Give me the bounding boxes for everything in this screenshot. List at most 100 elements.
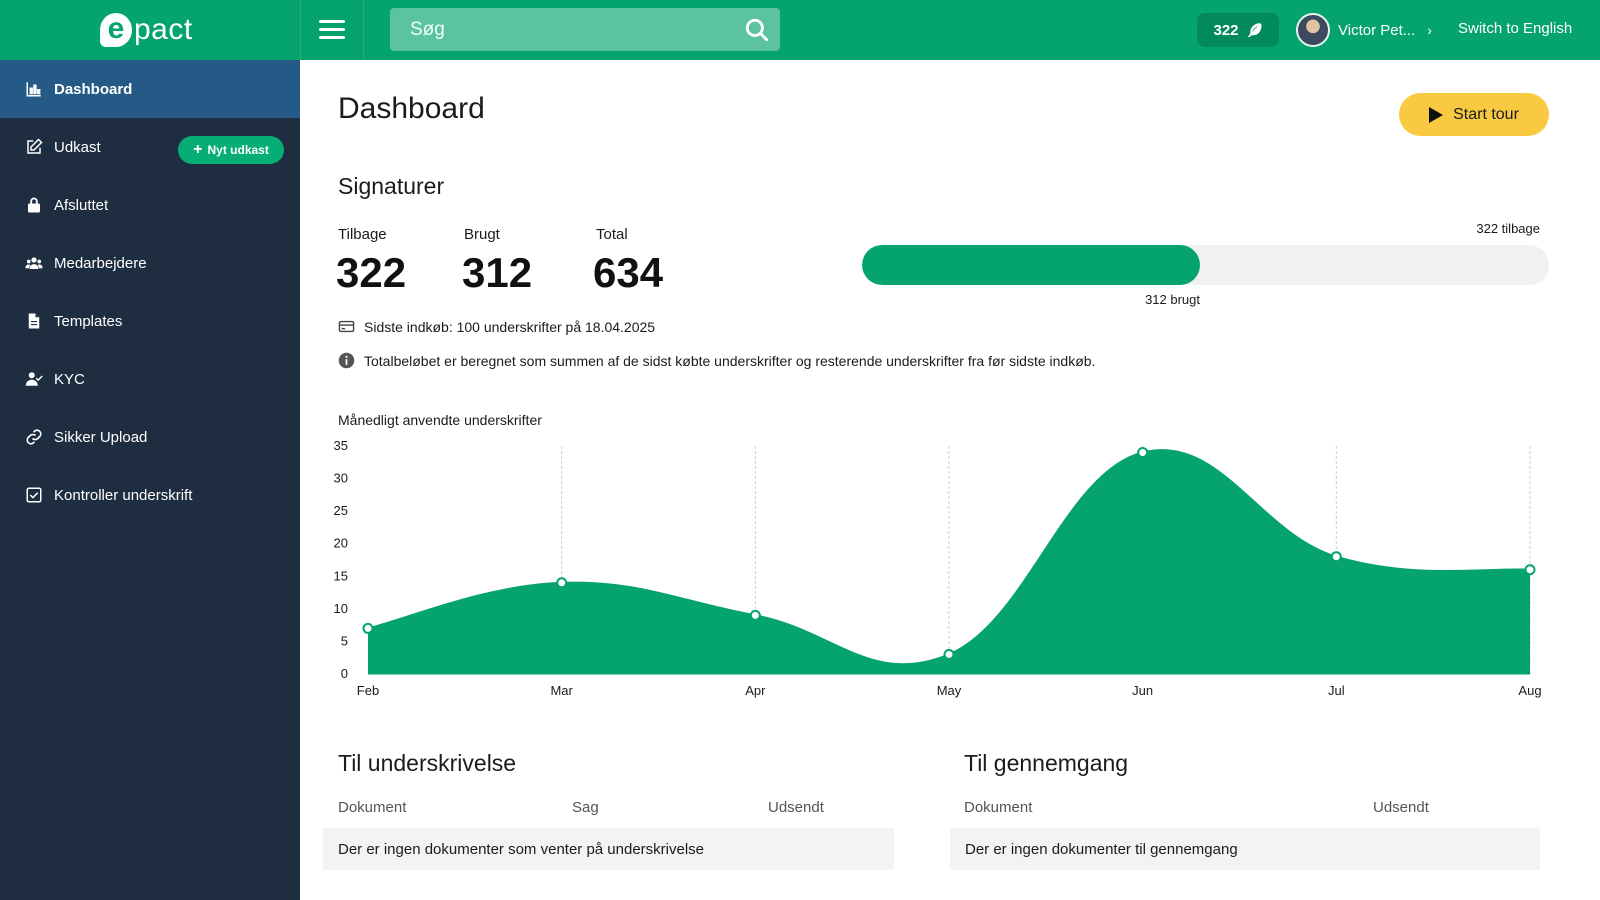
play-icon bbox=[1429, 106, 1444, 123]
y-tick-label: 25 bbox=[334, 503, 348, 518]
used-value: 312 bbox=[462, 249, 533, 296]
logo-text: pact bbox=[134, 13, 193, 46]
data-point bbox=[1524, 564, 1536, 576]
data-point bbox=[1137, 447, 1149, 459]
sidebar-item-label: Afsluttet bbox=[54, 196, 109, 214]
sidebar-item-dashboard[interactable]: Dashboard bbox=[0, 60, 300, 118]
logo-mark: e bbox=[100, 13, 132, 47]
link-icon bbox=[25, 428, 43, 446]
sidebar-item-label: Sikker Upload bbox=[54, 428, 148, 446]
data-point bbox=[556, 577, 568, 589]
epact-logo[interactable]: e pact bbox=[100, 6, 210, 54]
info-row: Totalbeløbet er beregnet som summen af d… bbox=[338, 352, 1095, 369]
sidebar-item-medarbejdere[interactable]: Medarbejdere bbox=[0, 234, 300, 292]
top-bar: e pact 322 Victor Pet... › Switch to Eng… bbox=[0, 0, 1600, 60]
x-tick-label: Apr bbox=[745, 683, 766, 698]
user-menu[interactable]: Victor Pet... › bbox=[1296, 12, 1432, 48]
sidebar-item-kyc[interactable]: KYC bbox=[0, 350, 300, 408]
sidebar-item-udkast[interactable]: Udkast bbox=[0, 118, 300, 176]
to-review-empty-row: Der er ingen dokumenter til gennemgang bbox=[950, 828, 1540, 870]
x-tick-label: Feb bbox=[357, 683, 379, 698]
to-review-col-sent[interactable]: Udsendt bbox=[1373, 799, 1429, 816]
bar-chart-icon bbox=[25, 80, 43, 98]
file-icon bbox=[25, 312, 43, 330]
sidebar-item-templates[interactable]: Templates bbox=[0, 292, 300, 350]
monthly-signatures-chart: 0 5 10 15 20 25 30 35 Feb Mar Apr May Jun Jul Aug bbox=[334, 438, 1542, 698]
x-tick-label: Jun bbox=[1132, 683, 1153, 698]
edit-icon bbox=[25, 138, 43, 156]
switch-language-link[interactable]: Switch to English bbox=[1458, 20, 1573, 37]
sidebar-item-kontroller-underskrift[interactable]: Kontroller underskrift bbox=[0, 466, 300, 524]
info-text: Totalbeløbet er beregnet som summen af d… bbox=[364, 352, 1096, 369]
sidebar-item-label: Dashboard bbox=[54, 80, 133, 98]
x-tick-label: May bbox=[937, 683, 962, 698]
sidebar-item-afsluttet[interactable]: Afsluttet bbox=[0, 176, 300, 234]
series-area bbox=[368, 450, 1530, 674]
data-point bbox=[1330, 551, 1342, 563]
to-sign-empty-row: Der er ingen dokumenter som venter på un… bbox=[323, 828, 894, 870]
data-point bbox=[749, 609, 761, 621]
user-name: Victor Pet... bbox=[1338, 21, 1416, 39]
y-tick-label: 35 bbox=[334, 438, 348, 453]
sidebar-item-label: Medarbejdere bbox=[54, 254, 147, 272]
sidebar-item-label: Templates bbox=[54, 312, 123, 330]
to-sign-col-sent[interactable]: Udsendt bbox=[768, 799, 824, 816]
y-tick-label: 10 bbox=[334, 601, 348, 616]
last-purchase-text: Sidste indkøb: 100 underskrifter på 18.0… bbox=[364, 318, 656, 335]
used-label: Brugt bbox=[464, 226, 500, 243]
sidebar-item-label: Udkast bbox=[54, 138, 101, 156]
signatures-title: Signaturer bbox=[338, 173, 445, 199]
x-tick-label: Aug bbox=[1518, 683, 1541, 698]
credit-card-icon bbox=[338, 320, 355, 333]
y-tick-label: 5 bbox=[341, 633, 348, 648]
chart-title: Månedligt anvendte underskrifter bbox=[338, 412, 542, 428]
search-icon[interactable] bbox=[744, 17, 770, 43]
new-draft-label: Nyt udkast bbox=[207, 143, 269, 157]
sidebar-item-sikker-upload[interactable]: Sikker Upload bbox=[0, 408, 300, 466]
signature-progress-fill bbox=[862, 245, 1200, 285]
signature-progress-bar bbox=[862, 245, 1549, 285]
info-icon bbox=[338, 352, 355, 369]
to-review-col-document[interactable]: Dokument bbox=[964, 799, 1033, 816]
to-sign-col-case[interactable]: Sag bbox=[572, 799, 599, 816]
search-input[interactable] bbox=[390, 8, 730, 51]
to-review-title: Til gennemgang bbox=[964, 750, 1129, 776]
y-tick-label: 0 bbox=[341, 666, 348, 681]
menu-toggle-button[interactable] bbox=[300, 0, 364, 60]
sidebar-item-label: KYC bbox=[54, 370, 85, 388]
to-sign-col-document[interactable]: Dokument bbox=[338, 799, 407, 816]
y-tick-label: 30 bbox=[334, 471, 348, 486]
check-square-icon bbox=[25, 486, 43, 504]
x-tick-label: Mar bbox=[550, 683, 573, 698]
feather-icon bbox=[1247, 23, 1262, 38]
x-tick-label: Jul bbox=[1328, 683, 1345, 698]
sidebar: Dashboard Udkast + Nyt udkast Afsluttet … bbox=[0, 60, 300, 900]
to-sign-title: Til underskrivelse bbox=[338, 750, 517, 776]
data-point bbox=[943, 648, 955, 660]
credits-count: 322 bbox=[1213, 21, 1239, 39]
user-check-icon bbox=[25, 370, 43, 388]
plus-icon: + bbox=[193, 141, 203, 158]
page-title: Dashboard bbox=[338, 92, 485, 125]
bar-remaining-label: 322 tilbage bbox=[1476, 221, 1540, 236]
avatar bbox=[1296, 13, 1330, 47]
users-icon bbox=[25, 254, 43, 272]
hamburger-icon bbox=[319, 20, 345, 40]
search-box bbox=[390, 8, 780, 51]
chevron-right-icon: › bbox=[1427, 22, 1432, 38]
start-tour-button[interactable]: Start tour bbox=[1399, 93, 1549, 136]
remaining-value: 322 bbox=[336, 249, 407, 296]
start-tour-label: Start tour bbox=[1453, 105, 1519, 123]
y-tick-label: 20 bbox=[334, 536, 348, 551]
sidebar-item-label: Kontroller underskrift bbox=[54, 486, 193, 504]
new-draft-button[interactable]: + Nyt udkast bbox=[178, 136, 284, 164]
credits-badge[interactable]: 322 bbox=[1197, 13, 1279, 47]
total-value: 634 bbox=[593, 249, 664, 296]
data-point bbox=[362, 622, 374, 634]
last-purchase-row: Sidste indkøb: 100 underskrifter på 18.0… bbox=[338, 318, 655, 335]
remaining-label: Tilbage bbox=[338, 226, 387, 243]
bar-used-label: 312 brugt bbox=[1145, 292, 1200, 307]
total-label: Total bbox=[596, 226, 628, 243]
y-tick-label: 15 bbox=[334, 568, 348, 583]
lock-icon bbox=[25, 196, 43, 214]
